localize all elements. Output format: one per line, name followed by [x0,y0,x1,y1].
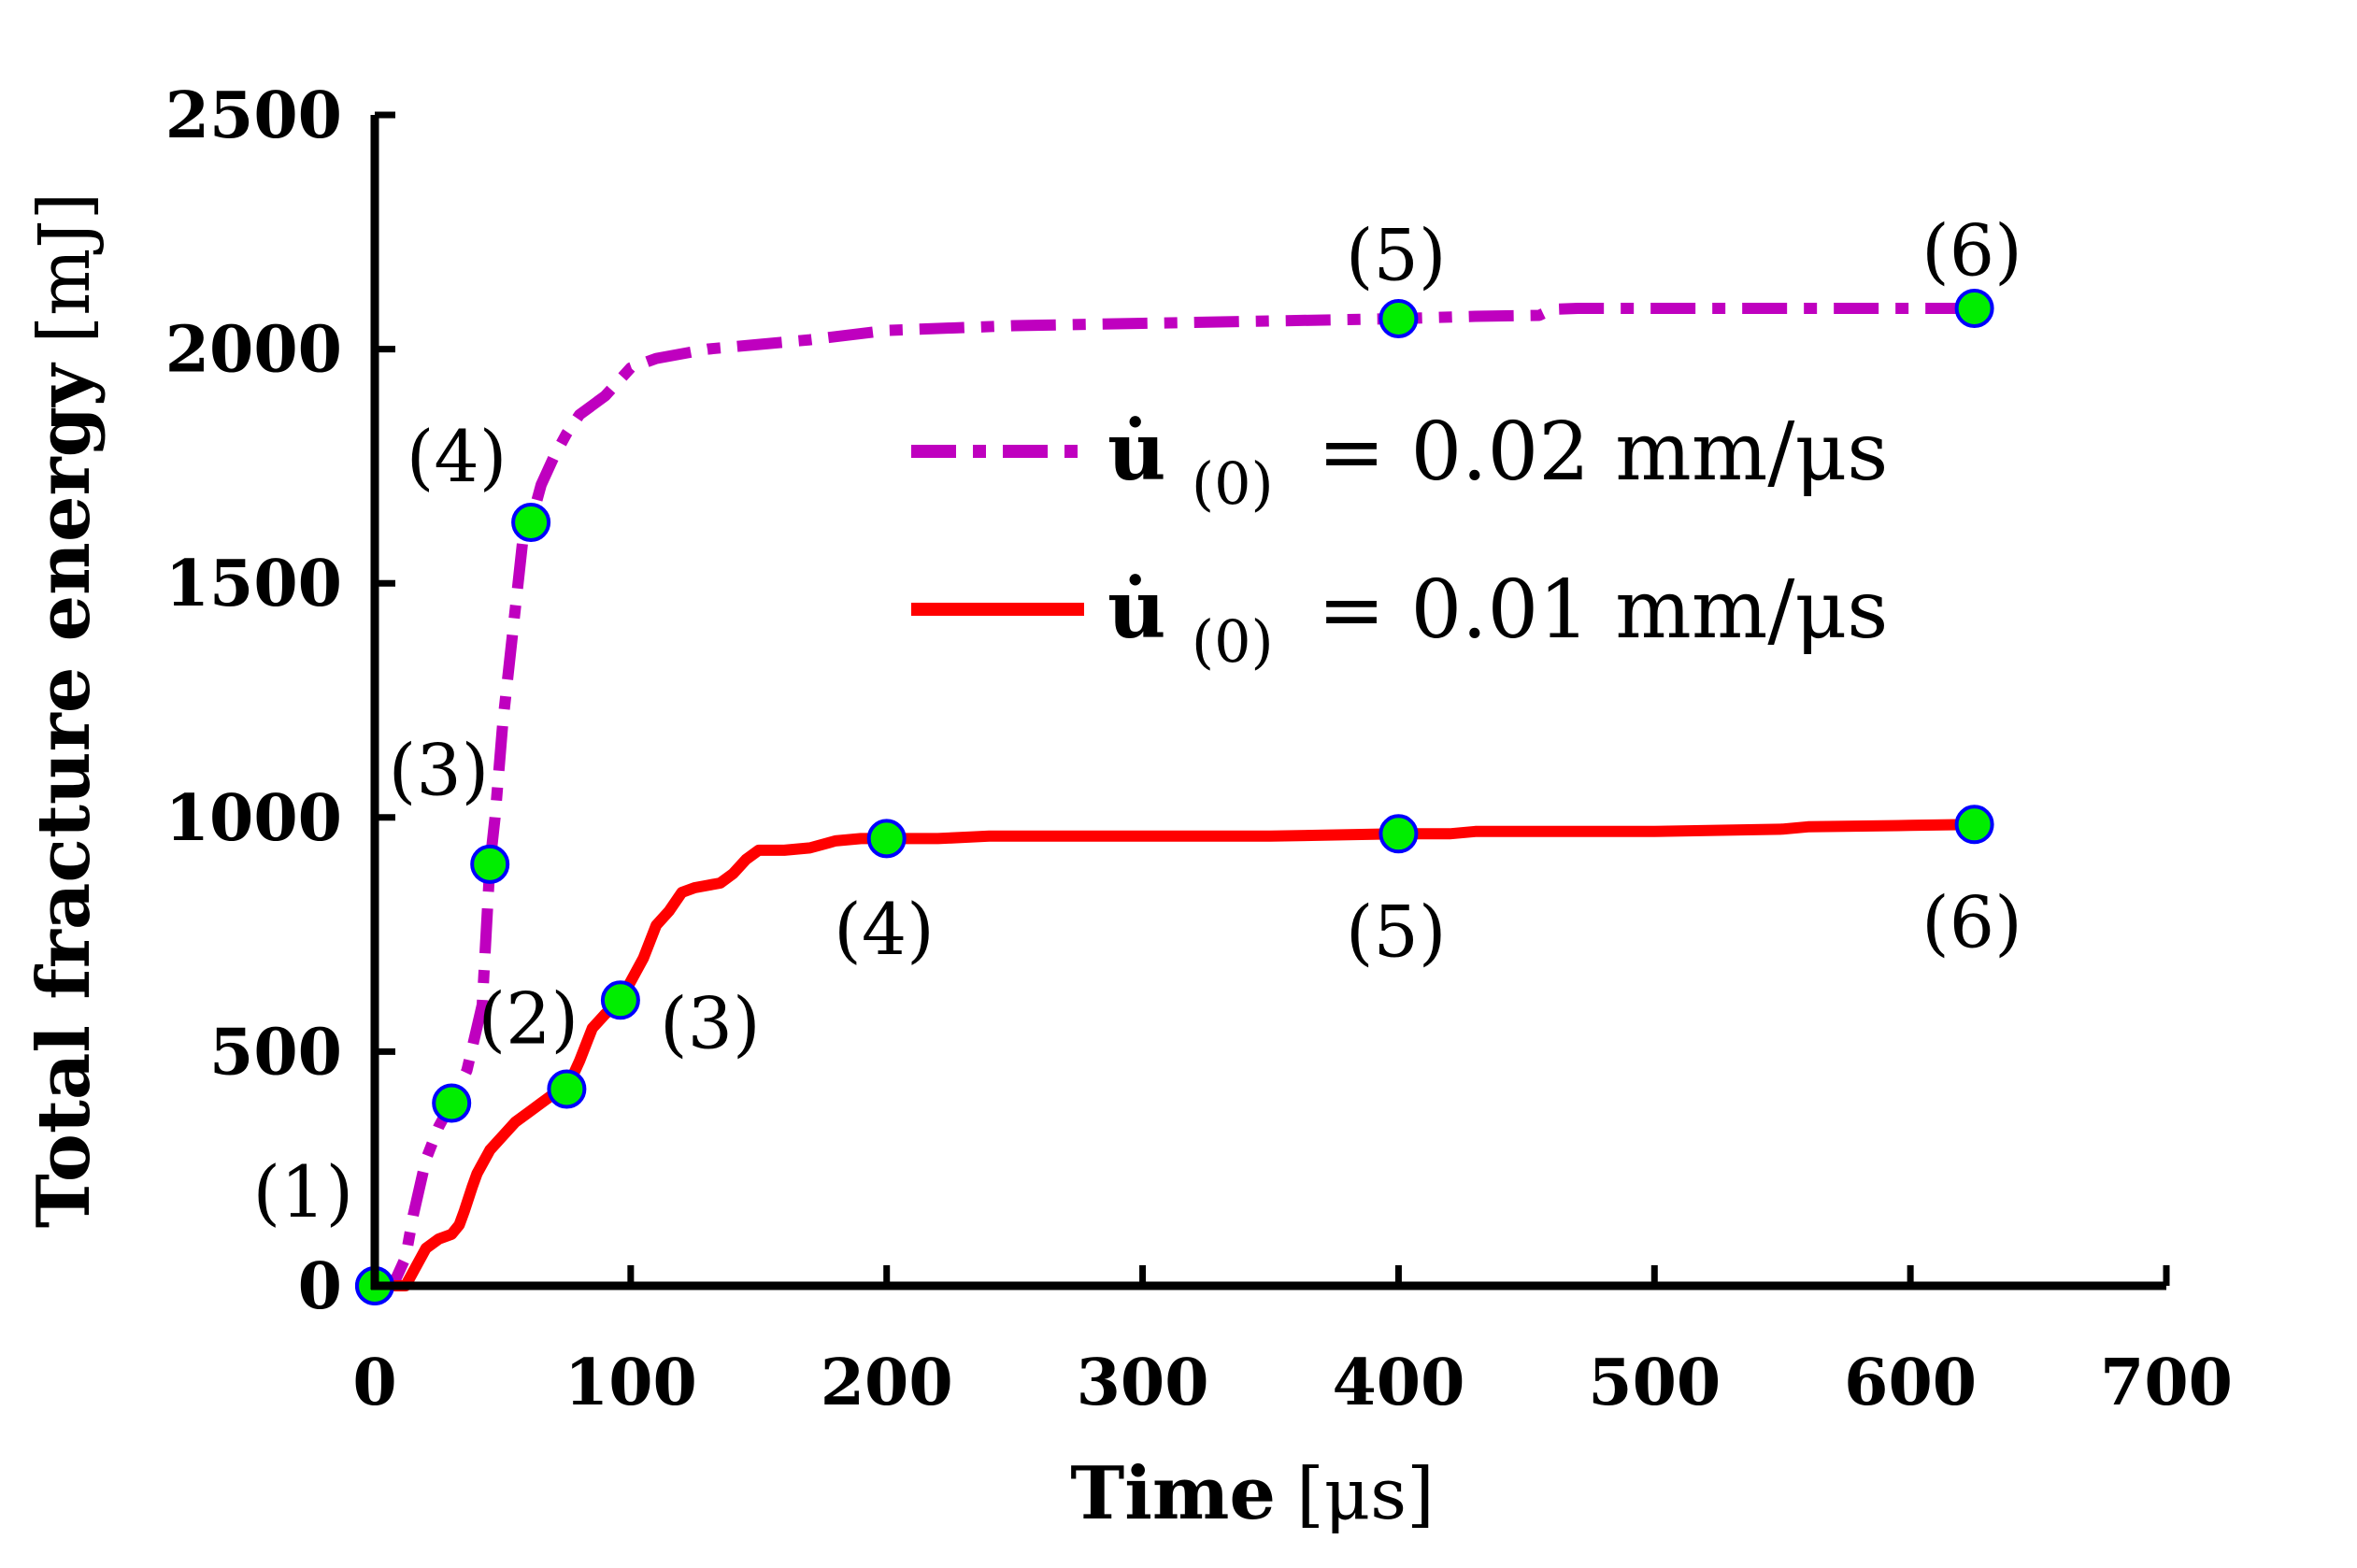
marker-layer [355,289,1994,1305]
marker-0p01-8 [600,980,640,1020]
marker-0p01-10 [1378,814,1419,854]
x-tick-label-700: 700 [2100,1346,2233,1420]
y-tick-label-2000: 2000 [165,313,342,388]
x-axis-title: Time [μs] [1070,1451,1435,1536]
x-tick-label-200: 200 [821,1346,953,1420]
series-line-1 [375,819,1975,1291]
annotation-1: (2) [478,976,579,1060]
annotation-9: (6) [1921,881,2022,964]
y-tick-label-500: 500 [209,1015,342,1090]
marker-0p01-11 [1954,805,1994,845]
y-tick-label-1500: 1500 [165,547,342,621]
svg-text:u̇ (0) = 0.02 mm/μ: u̇ (0) = 0.02 mm/μs [1107,405,1888,523]
legend: u̇ (0) = 0.02 mm/μs u̇ (0) = 0.01 mm/μs [911,405,1888,681]
y-tick-label-2500: 2500 [165,78,342,153]
marker-0p02-2 [470,844,510,884]
marker-0p02-3 [511,503,551,542]
marker-0p02-5 [1954,289,1994,328]
annotation-4: (5) [1346,213,1447,296]
x-axis-unit: [μs] [1296,1452,1435,1535]
legend-sub-0p01: (0) [1192,607,1274,676]
x-tick-label-0: 0 [352,1346,396,1420]
y-ticks: 0 500 1000 1500 2000 2500 [165,78,395,1324]
y-axis-unit: [mJ] [22,192,106,344]
annotation-6: (3) [660,981,761,1064]
marker-0p01-7 [547,1069,587,1109]
legend-sub-0p02: (0) [1192,449,1274,518]
y-tick-label-1000: 1000 [165,781,342,856]
annotation-0: (1) [252,1150,353,1233]
annotation-7: (4) [834,888,935,971]
svg-text:Total fracture energy [m: Total fracture energy [mJ] [21,192,107,1229]
marker-0p02-4 [1378,299,1419,338]
x-tick-label-400: 400 [1332,1346,1464,1420]
svg-text:Time [μs]: Time [μs] [1070,1451,1435,1536]
svg-text:u̇ (0) = 0.01 mm/μ: u̇ (0) = 0.01 mm/μs [1107,563,1888,681]
annotations: (1) (2) (3) (4) (5) (6) (3) (4) (5) (6) [252,208,2021,1233]
x-ticks: 0 100 200 300 400 500 600 700 [352,1265,2233,1420]
marker-0p02-1 [432,1083,472,1123]
y-axis-title: Total fracture energy [mJ] [21,192,107,1229]
axes [370,115,2166,1290]
legend-symbol-0p01: u̇ [1107,563,1166,657]
y-axis-title-text: Total fracture energy [21,362,107,1228]
legend-symbol-0p02: u̇ [1107,405,1166,499]
legend-label-0p01: = 0.01 mm/μs [1318,563,1888,657]
legend-label-0p02: = 0.02 mm/μs [1318,406,1888,499]
y-tick-label-0: 0 [298,1249,342,1324]
x-tick-label-500: 500 [1588,1346,1721,1420]
x-tick-label-300: 300 [1077,1346,1209,1420]
annotation-8: (5) [1346,891,1447,974]
annotation-2: (3) [389,729,490,812]
annotation-5: (6) [1921,208,2022,292]
marker-0p01-9 [866,819,907,859]
x-axis-title-text: Time [1070,1451,1276,1536]
annotation-3: (4) [407,415,507,498]
x-tick-label-600: 600 [1844,1346,1977,1420]
x-tick-label-100: 100 [564,1346,697,1420]
